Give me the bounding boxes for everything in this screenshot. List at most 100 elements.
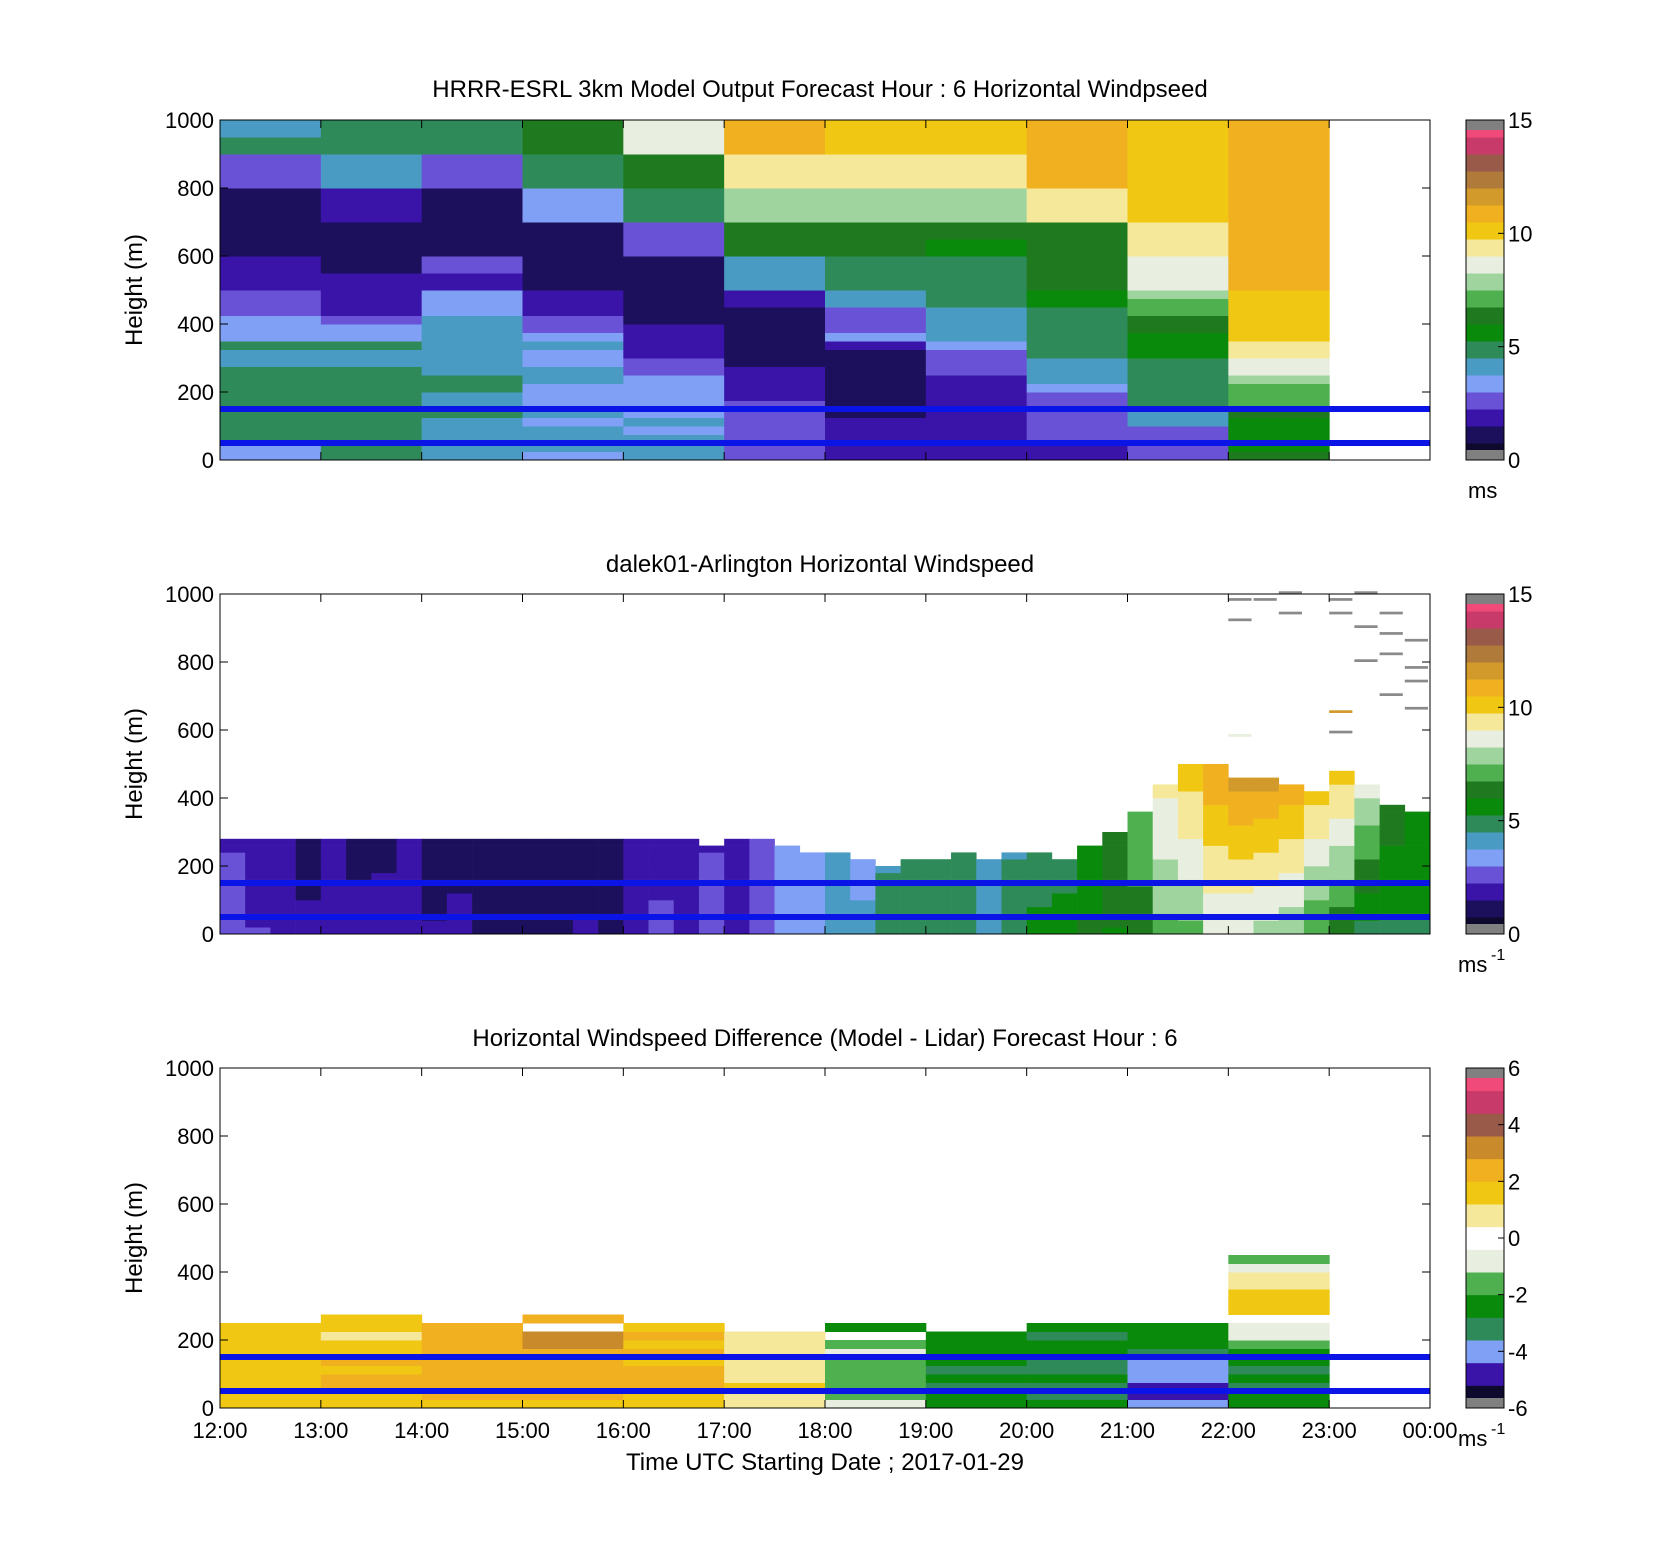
lidar-heatmap-cell xyxy=(900,872,927,880)
model-heatmap-cell xyxy=(1026,366,1128,376)
lidar-heatmap-cell xyxy=(320,920,347,928)
model-heatmap-cell xyxy=(421,451,523,461)
model-heatmap-cell xyxy=(421,375,523,384)
lidar-heatmap-cell xyxy=(1278,798,1305,806)
lidar-heatmap-cell xyxy=(472,852,498,860)
model-heatmap-cell xyxy=(1127,383,1229,393)
lidar-heatmap-cell xyxy=(1102,832,1128,840)
lidar-heatmap-cell xyxy=(1077,852,1103,860)
lidar-heatmap-cell xyxy=(396,872,422,880)
lidar-heatmap-cell xyxy=(1404,920,1431,928)
model-heatmap-cell xyxy=(421,137,523,155)
colorbar-underflow-cap xyxy=(1466,924,1504,934)
model-heatmap-cell xyxy=(825,256,927,274)
model-heatmap-cell xyxy=(1228,443,1330,452)
lidar-heatmap-cell xyxy=(1127,838,1154,846)
model-heatmap-cell xyxy=(220,188,322,206)
lidar-heatmap-cell xyxy=(472,906,498,914)
lidar-heatmap-cell xyxy=(1152,859,1179,867)
lidar-heatmap-cell xyxy=(1253,784,1280,792)
lidar-heatmap-cell xyxy=(1152,838,1179,846)
lidar-heatmap-cell xyxy=(446,838,473,846)
difference-heatmap-cell xyxy=(623,1374,725,1383)
lidar-heatmap-cell xyxy=(522,920,549,928)
difference-heatmap-cell xyxy=(1228,1391,1330,1400)
model-heatmap-cell xyxy=(522,409,624,418)
lidar-heatmap-cell xyxy=(648,838,675,846)
model-heatmap-cell xyxy=(1127,137,1229,155)
colorbar-swatch xyxy=(1466,696,1504,714)
difference-heatmap-cell xyxy=(1026,1331,1128,1341)
lidar-heatmap-cell xyxy=(724,852,750,860)
lidar-heatmap-cell xyxy=(1278,784,1305,792)
lidar-heatmap-cell xyxy=(1026,872,1053,880)
lidar-heatmap-cell xyxy=(572,845,599,853)
model-heatmap-cell xyxy=(825,451,927,461)
colorbar-swatch xyxy=(1466,290,1504,308)
lidar-heatmap-cell xyxy=(1127,811,1154,819)
lidar-heatmap-cell xyxy=(1329,852,1355,860)
model-heatmap-cell xyxy=(1228,434,1330,444)
model-heatmap-cell xyxy=(320,392,423,401)
colorbar-swatch xyxy=(1466,256,1504,274)
lidar-heatmap-cell xyxy=(371,866,397,874)
lidar-heatmap-cell xyxy=(925,906,952,914)
model-heatmap-cell xyxy=(522,358,624,367)
lidar-heatmap-cell xyxy=(1228,852,1254,860)
colorbar-swatch xyxy=(1466,713,1504,731)
difference-heatmap-cell xyxy=(1228,1374,1330,1383)
model-heatmap-cell xyxy=(320,154,423,172)
difference-heatmap-cell xyxy=(1228,1365,1330,1375)
difference-heatmap-cell xyxy=(825,1391,927,1400)
difference-heatmap-cell xyxy=(724,1391,826,1400)
lidar-heatmap-cell xyxy=(825,886,851,894)
lidar-heatmap-cell xyxy=(547,893,574,901)
lidar-heatmap-cell xyxy=(1203,906,1229,914)
model-heatmap-cell xyxy=(1026,349,1128,359)
lidar-heatmap-cell xyxy=(749,920,775,928)
lidar-heatmap-cell xyxy=(1303,927,1330,935)
lidar-heatmap-cell xyxy=(900,886,927,894)
colorbar-swatch xyxy=(1466,798,1504,816)
lidar-heatmap-cell xyxy=(698,927,725,935)
model-heatmap-cell xyxy=(220,392,322,401)
colorbar-swatch xyxy=(1466,747,1504,765)
lidar-heatmap-cell xyxy=(749,872,775,880)
lidar-heatmap-cell xyxy=(1203,811,1229,819)
colorbar-swatch xyxy=(1466,1158,1504,1182)
model-heatmap-cell xyxy=(220,154,322,172)
model-heatmap-cell xyxy=(724,392,826,401)
lidar-heatmap-cell xyxy=(497,838,523,846)
lidar-heatmap-cell xyxy=(1077,900,1103,908)
lidar-heatmap-cell xyxy=(1026,920,1053,928)
difference-heatmap-cell xyxy=(825,1382,927,1392)
x-tick-label: 20:00 xyxy=(999,1418,1054,1443)
lidar-heatmap-cell xyxy=(1303,920,1330,928)
model-heatmap-cell xyxy=(1127,324,1229,333)
y-tick-label: 600 xyxy=(177,718,214,743)
model-heatmap-cell xyxy=(724,290,826,299)
colorbar-swatch xyxy=(1466,324,1504,342)
colorbar-swatch xyxy=(1466,154,1504,172)
difference-heatmap-cell xyxy=(1026,1357,1128,1366)
difference-heatmap-cell xyxy=(220,1357,322,1366)
lidar-heatmap-cell xyxy=(245,838,271,846)
lidar-heatmap-cell xyxy=(1303,866,1330,874)
model-heatmap-cell xyxy=(522,298,624,308)
lidar-heatmap-cell xyxy=(1127,906,1154,914)
y-tick-label: 400 xyxy=(177,786,214,811)
lidar-sparse-cell xyxy=(1329,598,1353,601)
lidar-heatmap-cell xyxy=(446,852,473,860)
colorbar-unit-label: ms xyxy=(1458,1426,1487,1451)
lidar-heatmap-cell xyxy=(1278,866,1305,874)
model-heatmap-cell xyxy=(623,400,725,410)
difference-heatmap-cell xyxy=(724,1340,826,1349)
difference-heatmap-cell xyxy=(1127,1331,1229,1341)
model-heatmap-cell xyxy=(925,298,1028,308)
lidar-heatmap-cell xyxy=(900,920,927,928)
lidar-heatmap-cell xyxy=(371,845,397,853)
panel-difference: Horizontal Windspeed Difference (Model -… xyxy=(121,1025,1528,1476)
lidar-heatmap-cell xyxy=(1303,825,1330,833)
lidar-heatmap-cell xyxy=(875,906,901,914)
lidar-heatmap-cell xyxy=(749,906,775,914)
